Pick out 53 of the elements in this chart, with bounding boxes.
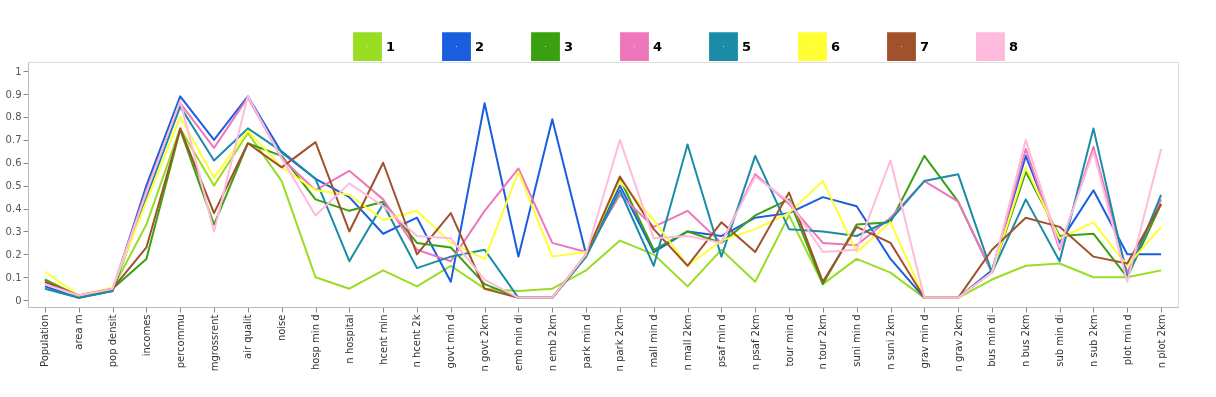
x-tick-label: n tour 2km [817, 314, 829, 370]
y-tick-label: 0.7 [5, 134, 22, 146]
x-tick-label: n suni 2km [885, 314, 896, 370]
x-tick-label: n bus 2km [1020, 314, 1032, 367]
legend-label: 2 [475, 38, 485, 54]
x-tick-label: park min d [580, 314, 592, 369]
y-tick-label: 0.9 [5, 88, 22, 100]
legend-label: 8 [1009, 38, 1019, 54]
x-tick-label: n hospital [343, 314, 355, 364]
x-tick-label: n mall 2km [682, 314, 694, 371]
x-tick-label: tour min d [783, 314, 795, 367]
x-tick-label: n sub 2km [1087, 314, 1099, 367]
legend-label: 4 [653, 38, 663, 54]
x-tick-label: n grav 2km [952, 314, 964, 372]
y-tick-label: 0.1 [5, 271, 22, 283]
legend-label: 5 [742, 38, 752, 54]
x-tick-label: hcent min [377, 314, 389, 365]
x-tick-label: pop densit [107, 314, 119, 368]
x-tick-label: govt min d [445, 314, 457, 369]
x-tick-label: grav min d [918, 314, 930, 369]
y-tick-label: 0.3 [5, 225, 22, 237]
x-tick-label: psaf min d [715, 314, 727, 368]
x-tick-label: hosp min d [310, 314, 321, 371]
x-tick-label: mgrossrent [208, 314, 220, 372]
x-tick-label: n psaf 2km [749, 314, 761, 371]
x-tick-label: percommu [174, 314, 186, 369]
legend-label: 3 [564, 38, 574, 54]
x-tick-label: n hcent 2k [411, 314, 423, 368]
y-tick-label: 1 [15, 65, 22, 77]
x-tick-label: air qualit [242, 314, 254, 359]
y-tick-label: 0.8 [5, 111, 22, 123]
x-tick-label: n plot 2km [1155, 314, 1167, 369]
x-tick-label: suni min d [851, 314, 863, 367]
x-tick-label: sub min di [1054, 314, 1066, 367]
x-tick-label: emb min di [512, 314, 524, 372]
x-tick-label: mall min d [648, 314, 660, 368]
y-tick-label: 0.4 [5, 203, 22, 215]
legend-label: 1 [386, 38, 396, 54]
x-tick-label: bus min di [986, 314, 998, 367]
x-tick-label: n park 2km [614, 314, 626, 372]
y-tick-label: 0.6 [5, 157, 22, 169]
x-tick-label: noise [276, 314, 288, 342]
legend-label: 7 [920, 38, 930, 54]
x-tick-label: Population [39, 314, 51, 368]
x-tick-label: n emb 2km [546, 314, 558, 372]
legend-label: 6 [831, 38, 841, 54]
x-tick-label: incomes [140, 314, 152, 357]
x-tick-label: area m [73, 314, 85, 350]
x-tick-label: plot min d [1121, 314, 1133, 366]
y-tick-label: 0.5 [5, 180, 22, 192]
y-tick-label: 0.2 [5, 248, 22, 260]
y-tick-label: 0 [15, 294, 22, 306]
x-tick-label: n govt 2km [479, 314, 491, 372]
